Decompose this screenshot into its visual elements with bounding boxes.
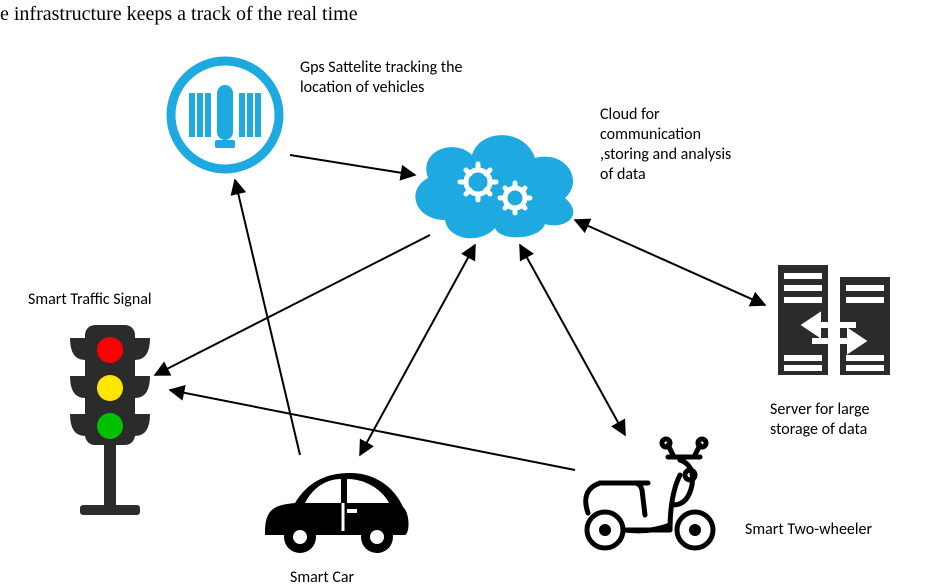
edge-cloud_right-server_left: [575, 220, 765, 305]
gps-label: Gps Sattelite tracking the location of v…: [300, 58, 462, 98]
server-label: Server for large storage of data: [770, 400, 870, 440]
car-label: Smart Car: [290, 568, 354, 588]
car-icon: [255, 455, 415, 560]
scooter-icon: [570, 435, 730, 555]
traffic-signal-icon: [50, 320, 170, 520]
edge-gps_bottom-cloud_left: [290, 155, 415, 175]
edge-car_topL-gps_bottomR: [235, 180, 300, 455]
edge-cloud_bl-traffic_top: [155, 235, 430, 375]
page-fragment-text: e infrastructure keeps a track of the re…: [0, 2, 358, 27]
scooter-label: Smart Two-wheeler: [745, 520, 872, 540]
edge-cloud_br-scooter_top: [520, 245, 625, 435]
cloud-label: Cloud for communication ,storing and ana…: [600, 105, 731, 185]
gps-badge-icon: [165, 55, 285, 175]
cloud-icon: [400, 120, 585, 245]
traffic-label: Smart Traffic Signal: [28, 290, 152, 310]
edge-cloud_bottom-car_top: [360, 245, 475, 455]
server-icon: [770, 255, 900, 385]
